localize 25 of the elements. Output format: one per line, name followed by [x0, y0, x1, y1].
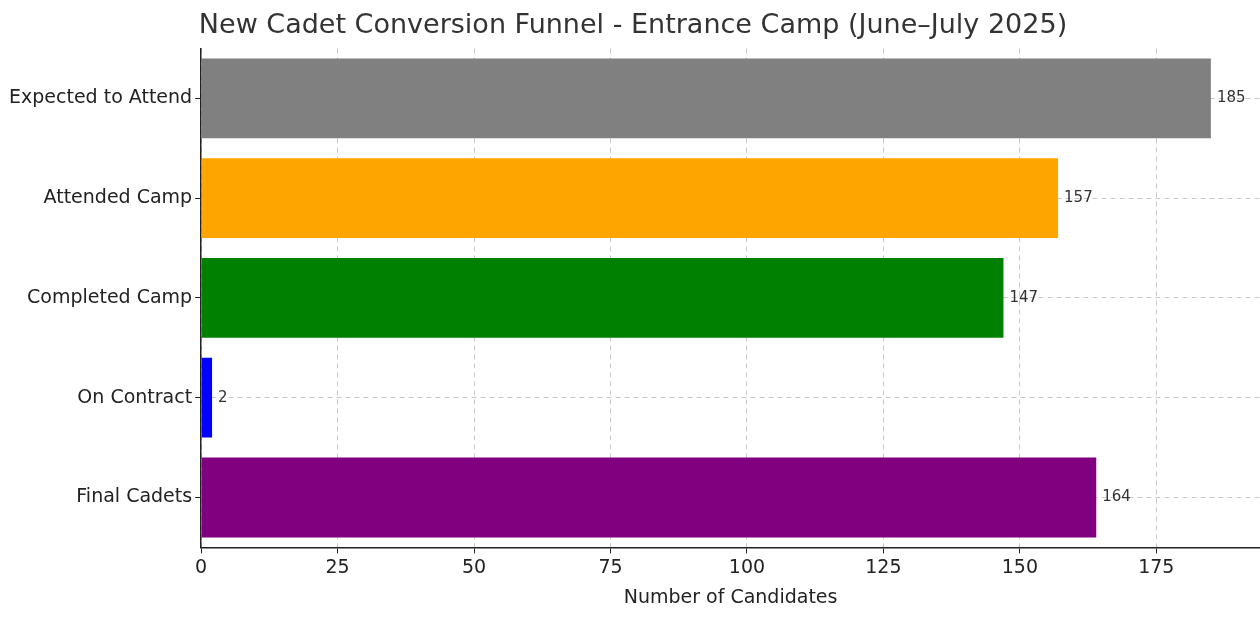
y-tick-label: Attended Camp: [43, 185, 193, 208]
data-label: 164: [1102, 487, 1131, 506]
chart-title: New Cadet Conversion Funnel - Entrance Camp (June–July 2025): [198, 8, 1068, 40]
bar: [201, 158, 1059, 239]
x-tick-label: 150: [1001, 554, 1038, 577]
y-tick-label: Completed Camp: [27, 284, 193, 307]
data-label: 157: [1064, 187, 1093, 206]
x-axis-title: Number of Candidates: [623, 584, 838, 607]
data-label: 147: [1009, 287, 1039, 306]
x-tick-label: 25: [325, 554, 350, 577]
x-tick-label: 125: [865, 554, 902, 577]
x-tick-label: 175: [1138, 554, 1175, 577]
bar: [201, 457, 1097, 538]
x-tick-label: 0: [195, 554, 208, 577]
data-label: 185: [1216, 88, 1246, 107]
bar: [201, 357, 213, 438]
x-tick-label: 100: [728, 554, 766, 577]
y-tick-label: Expected to Attend: [9, 85, 193, 108]
y-tick-label: On Contract: [77, 384, 193, 407]
bar: [201, 257, 1004, 338]
x-tick-label: 50: [461, 554, 487, 577]
bar: [201, 58, 1211, 139]
x-tick-label: 75: [598, 554, 623, 577]
data-label: 2: [218, 387, 228, 406]
y-tick-label: Final Cadets: [76, 484, 193, 507]
